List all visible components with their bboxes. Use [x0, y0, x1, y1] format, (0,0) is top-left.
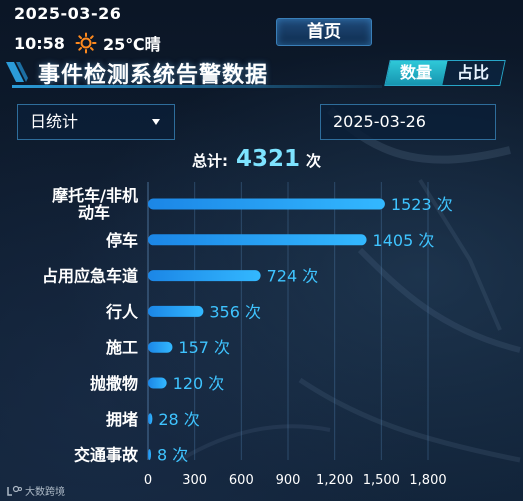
- category-label: 交通事故: [74, 446, 139, 465]
- title-underline: [12, 85, 382, 88]
- category-label: 行人: [105, 302, 139, 321]
- watermark: 大数跨境: [6, 483, 65, 498]
- category-label: 占用应急车道: [42, 267, 138, 286]
- home-tab[interactable]: 首页: [276, 18, 372, 46]
- x-tick-label: 600: [229, 473, 254, 488]
- bar-value-label: 724 次: [267, 267, 319, 286]
- toggle-ratio-label: 占比: [457, 63, 490, 82]
- weather-text: 25℃晴: [102, 35, 161, 54]
- page-title: 事件检测系统告警数据: [38, 63, 269, 88]
- total-unit: 次: [306, 152, 322, 170]
- x-tick-label: 1,800: [409, 473, 446, 488]
- current-date: 2025-03-26: [14, 4, 122, 23]
- toggle-count-label: 数量: [400, 63, 433, 82]
- bar-value-label: 8 次: [157, 446, 188, 465]
- time-weather-row: 10:58 25℃晴: [14, 31, 161, 55]
- current-time: 10:58: [14, 33, 65, 53]
- bar[interactable]: [148, 377, 167, 389]
- total-summary: 总计: 4321 次: [192, 146, 321, 176]
- watermark-logo-icon: [7, 485, 22, 496]
- category-label: 拥堵: [106, 410, 138, 429]
- category-label: 摩托车/非机动车: [52, 186, 138, 222]
- bar[interactable]: [148, 305, 204, 317]
- bar[interactable]: [148, 449, 151, 461]
- x-tick-label: 900: [276, 473, 301, 488]
- bar[interactable]: [148, 234, 367, 246]
- caret-down-icon: [152, 119, 160, 125]
- grid-lines: [147, 182, 429, 460]
- toggle-ratio[interactable]: 占比: [442, 61, 505, 85]
- total-label: 总计:: [192, 152, 228, 170]
- x-tick-label: 300: [182, 473, 207, 488]
- x-tick-label: 1,500: [363, 473, 400, 488]
- bar-value-label: 1523 次: [391, 195, 453, 214]
- date-picker-value: 2025-03-26: [333, 112, 426, 131]
- bar-value-label: 157 次: [178, 338, 230, 357]
- x-axis-ticks: 0 300 600 900 1,200 1,500 1,800: [144, 473, 447, 488]
- bar-value-label: 1405 次: [373, 231, 435, 250]
- bars: 1523 次 1405 次 724 次 356 次 157 次 120 次 28 次 8 次: [148, 195, 453, 465]
- bar-value-label: 356 次: [209, 302, 261, 321]
- title-bar: 事件检测系统告警数据: [0, 56, 523, 88]
- category-label: 施工: [106, 338, 138, 357]
- period-select-value: 日统计: [30, 112, 79, 131]
- x-tick-label: 0: [144, 473, 152, 488]
- total-value: 4321: [236, 146, 301, 172]
- toggle-count[interactable]: 数量: [385, 61, 448, 85]
- bar[interactable]: [148, 413, 153, 425]
- bar[interactable]: [148, 198, 385, 210]
- bar[interactable]: [148, 270, 261, 282]
- sun-icon: [75, 32, 97, 54]
- title-accent-icon: [6, 62, 28, 82]
- period-select[interactable]: 日统计: [17, 104, 175, 140]
- x-tick-label: 1,200: [316, 473, 353, 488]
- bar[interactable]: [148, 341, 173, 353]
- bar-value-label: 28 次: [158, 410, 199, 429]
- watermark-text: 大数跨境: [25, 487, 65, 498]
- category-label: 抛撒物: [90, 374, 138, 393]
- category-label: 停车: [106, 231, 138, 250]
- count-ratio-toggle: 数量 占比: [384, 60, 506, 86]
- bar-value-label: 120 次: [173, 374, 225, 393]
- date-picker[interactable]: 2025-03-26: [320, 104, 496, 140]
